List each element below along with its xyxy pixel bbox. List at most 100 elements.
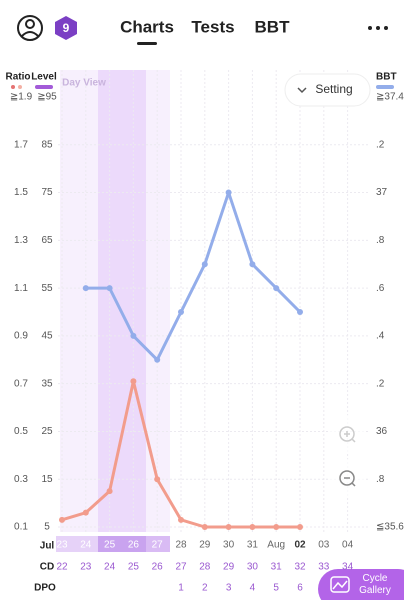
bbt-tick-label: 37 — [376, 187, 388, 198]
level-tick-label: 25 — [41, 426, 53, 437]
ratio-tick-label: ≧1.9 — [10, 92, 33, 103]
dpo-label: 4 — [250, 583, 256, 594]
date-label: 28 — [175, 540, 187, 551]
chevron — [297, 87, 307, 94]
tab-indicator — [137, 42, 157, 45]
cd-label: 27 — [175, 562, 187, 573]
data-point — [225, 189, 232, 196]
level-tick-label: 5 — [44, 522, 50, 533]
tab[interactable]: Charts — [120, 17, 174, 36]
data-point — [249, 261, 256, 268]
zoom-icon — [339, 470, 355, 486]
setting-bg — [284, 73, 371, 107]
date-band — [146, 536, 170, 552]
data-point — [297, 524, 303, 530]
date-label: 29 — [199, 540, 211, 551]
ratio-tick-label: 0.9 — [14, 331, 28, 342]
data-point — [201, 524, 208, 530]
ratio-tick-label: 0.1 — [14, 522, 28, 533]
view-label: Day View — [62, 78, 106, 89]
data-point — [59, 516, 65, 523]
series-line — [85, 191, 302, 362]
date-label: 04 — [342, 540, 354, 551]
cd-label: 29 — [223, 562, 235, 573]
cd-label: 30 — [247, 562, 259, 573]
date-label: 25 — [104, 540, 116, 551]
badge-shape — [55, 16, 77, 40]
bbt-tick-label: .8 — [376, 474, 385, 485]
ratio-tick-label: 0.7 — [14, 378, 28, 389]
cd-label: 28 — [199, 562, 211, 573]
bbt-tick-label: 36 — [376, 426, 388, 437]
badge[interactable]: 9 — [55, 16, 77, 40]
level-tick-label: 85 — [41, 139, 53, 150]
level-tick-label: 55 — [41, 283, 53, 294]
date-label: 31 — [247, 540, 259, 551]
data-point — [178, 309, 184, 315]
tab[interactable]: Tests — [191, 17, 234, 36]
profile-button[interactable] — [17, 15, 43, 41]
date-label: 02 — [294, 540, 306, 551]
level-tick-label: 65 — [41, 235, 53, 246]
data-point — [154, 476, 161, 483]
setting-button[interactable]: Setting — [284, 73, 371, 107]
bbt-tick-label: ≦35.6 — [376, 522, 404, 533]
zoom-icon — [339, 426, 355, 442]
data-point — [273, 285, 280, 292]
gallery-icon — [330, 576, 350, 593]
zoom-out[interactable] — [328, 459, 366, 497]
badge-text: 9 — [63, 21, 70, 35]
axis-header: Ratio — [6, 72, 31, 83]
cd-label: 33 — [318, 562, 330, 573]
legend-swatch — [18, 85, 22, 89]
row-label: DPO — [34, 583, 56, 594]
ratio-tick-label: 1.5 — [14, 187, 28, 198]
bbt-tick-label: ≧37.4 — [376, 92, 404, 103]
month-label: Jul — [40, 541, 55, 552]
dpo-label: 5 — [273, 583, 279, 594]
ratio-tick-label: 1.1 — [14, 283, 28, 294]
data-point — [225, 524, 232, 530]
legend-swatch — [35, 85, 53, 89]
gallery-label: Cycle Gallery — [359, 573, 391, 596]
level-tick-label: 35 — [41, 378, 53, 389]
cd-label: 24 — [104, 562, 116, 573]
gallery-icon — [332, 580, 348, 590]
cd-label: 31 — [271, 562, 283, 573]
data-point — [249, 524, 256, 530]
data-point — [297, 309, 303, 315]
data-point — [154, 356, 161, 363]
ratio-tick-label: 0.3 — [14, 474, 28, 485]
date-label: 26 — [128, 540, 140, 551]
tab[interactable]: BBT — [255, 17, 291, 36]
dpo-label: 6 — [297, 583, 303, 594]
profile-icon — [17, 15, 43, 41]
bbt-tick-label: .2 — [376, 139, 385, 150]
highlight-band — [98, 70, 146, 532]
data-point — [106, 488, 113, 495]
date-band — [98, 536, 146, 552]
dot — [368, 26, 372, 30]
zoom-in[interactable] — [328, 415, 366, 453]
gallery-label-box: Cycle Gallery — [359, 573, 391, 596]
ratio-tick-label: 1.3 — [14, 235, 28, 246]
bbt-tick-label: .4 — [376, 331, 385, 342]
axis-header: Level — [31, 72, 57, 83]
more-button[interactable] — [368, 26, 388, 30]
date-label: 03 — [318, 540, 330, 551]
dot — [384, 26, 388, 30]
row-label: CD — [40, 562, 54, 573]
profile-body — [21, 31, 39, 37]
profile-head — [25, 19, 35, 29]
level-tick-label: 45 — [41, 331, 53, 342]
data-point — [178, 516, 184, 523]
plot — [58, 70, 370, 532]
cd-label: 25 — [128, 562, 140, 573]
level-tick-label: 15 — [41, 474, 53, 485]
date-label: 23 — [56, 540, 68, 551]
gallery-button[interactable]: Cycle Gallery — [318, 569, 404, 600]
date-label: 24 — [80, 540, 92, 551]
cd-label: 23 — [80, 562, 92, 573]
